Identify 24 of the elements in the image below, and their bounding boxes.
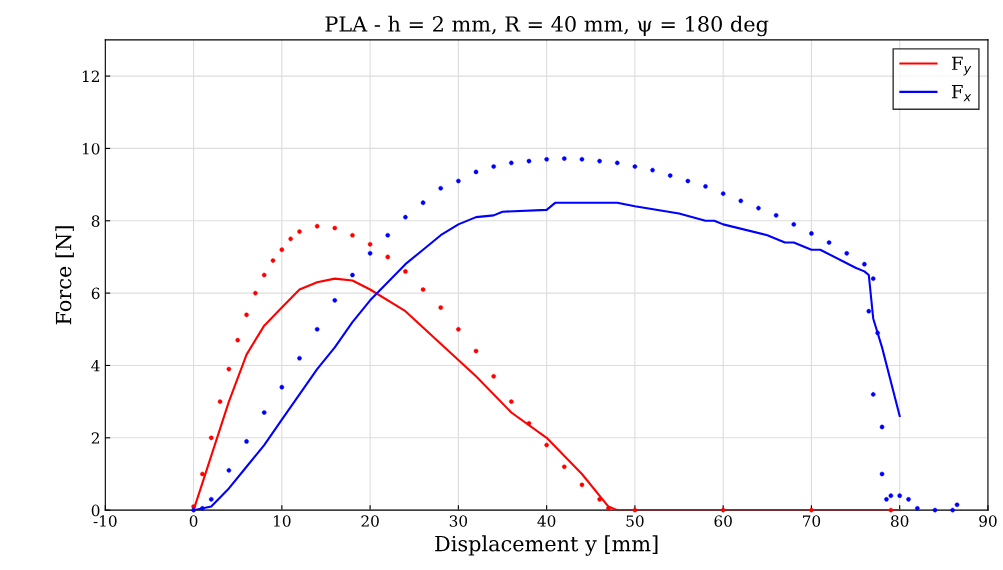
y-tick-label: 6 [91,287,100,300]
x-tick-label: 30 [449,515,468,527]
x-tick-label: 50 [626,515,644,527]
chart-title: PLA - h = 2 mm, R = 40 mm, ψ = 180 deg [325,15,769,37]
legend-label: F$_{y}$ [951,56,972,76]
x-tick-label: 90 [979,515,997,527]
y-axis-title: Force [N] [55,226,74,325]
x-axis-title: Displacement y [mm] [435,535,658,556]
y-tick-label: 2 [91,432,99,444]
y-tick-label: 4 [91,359,100,372]
x-tick-label: 60 [714,515,732,527]
x-tick-label: 80 [890,515,909,527]
x-tick-label: -10 [93,515,117,527]
x-tick-label: 20 [361,515,379,527]
x-tick-label: 40 [537,515,556,527]
legend-label: F$_{x}$ [951,85,972,102]
x-tick-label: 10 [273,515,291,527]
y-tick-label: 12 [82,70,99,82]
line-series [192,277,901,511]
x-tick-label: 70 [802,515,821,527]
y-tick-label: 0 [91,504,100,517]
x-tick-label: 0 [189,515,198,527]
y-tick-label: 8 [91,215,100,227]
y-tick-label: 10 [82,142,100,155]
